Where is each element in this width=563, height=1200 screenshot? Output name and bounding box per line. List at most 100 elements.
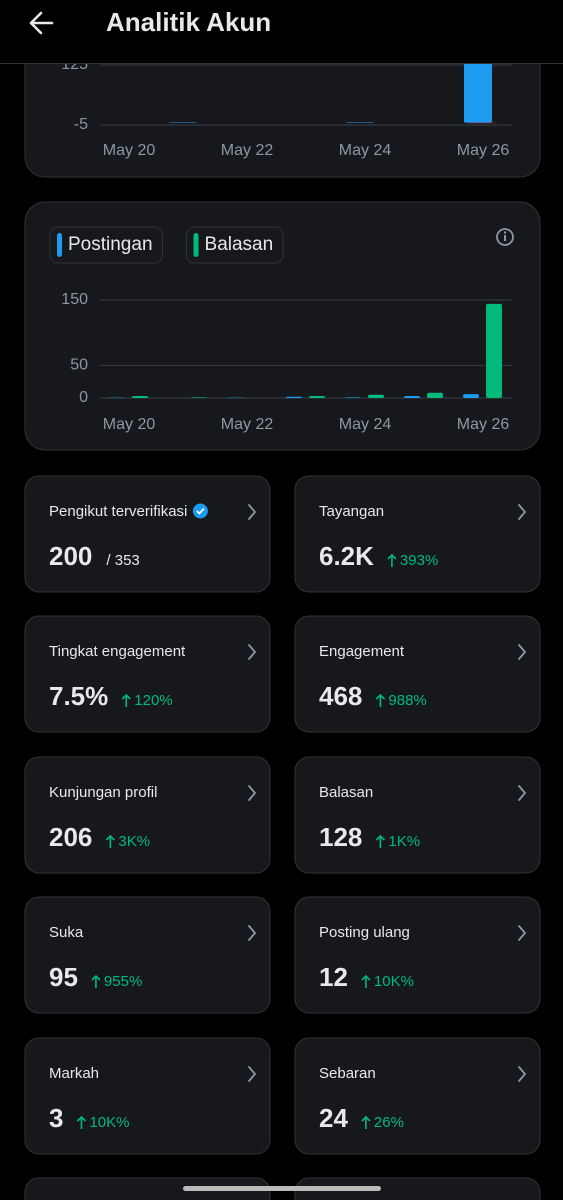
metric-card[interactable]: Tayangan 6.2K 393% [294,475,541,593]
card-label: Kunjungan profil [49,784,157,801]
metric-card[interactable]: Kunjungan profil 206 3K% [24,756,271,874]
back-button[interactable] [29,11,54,35]
card-value: 7.5% [49,681,108,711]
card-change: 393% [400,552,438,569]
info-icon-bar [504,235,506,241]
legend-label: Postingan [68,234,153,255]
bar [463,394,479,398]
x-tick-label: May 26 [457,416,510,433]
chevron [518,504,527,520]
y-tick-label: -5 [74,116,88,133]
metric-card[interactable]: Tingkat engagement 7.5% 120% [24,615,271,733]
x-tick-label: May 24 [339,142,392,159]
up-arrow [375,834,385,848]
card-value: 12 [319,962,348,992]
card-value: 468 [319,681,362,711]
header-bg [0,0,563,63]
up-arrow [361,1115,371,1129]
card-bg [24,1037,271,1155]
bar [427,392,443,398]
x-tick-label: May 26 [457,142,510,159]
chevron [518,785,527,801]
up-arrow [105,834,115,848]
card-bg [294,475,541,593]
card-value: 3 [49,1103,63,1133]
x-tick-label: May 24 [339,416,392,433]
x-tick-label: May 20 [103,416,156,433]
card-label: Posting ulang [319,924,410,941]
card-bg [294,896,541,1014]
chevron [248,925,257,941]
info-icon-dot [503,231,507,234]
card-change: 3K% [118,833,150,850]
metric-card[interactable]: Markah 3 10K% [24,1037,271,1155]
card-change: 120% [134,692,172,709]
info-icon[interactable] [496,228,514,246]
card-value: 95 [49,962,78,992]
page-title: Analitik Akun [106,7,271,37]
card-value: 128 [319,822,362,852]
metric-card[interactable]: Suka 95 955% [24,896,271,1014]
metric-card[interactable]: Sebaran 24 26% [294,1037,541,1155]
card-bg [294,615,541,733]
header: Analitik Akun [0,0,563,64]
metric-card[interactable]: Pengikut terverifikasi 200 / 353 [24,475,271,593]
card-label: Tingkat engagement [49,643,186,660]
card-bg [24,756,271,874]
card-change: 26% [374,1114,404,1131]
bar [191,397,207,398]
metric-card[interactable]: Balasan 128 1K% [294,756,541,874]
bar [404,396,420,398]
card-label: Sebaran [319,1065,376,1082]
legend-item[interactable]: Postingan [49,226,164,264]
card [294,1177,541,1200]
card-label: Markah [49,1065,99,1082]
chevron [518,644,527,660]
chevron [248,504,257,520]
metric-card[interactable]: Posting ulang 12 10K% [294,896,541,1014]
chevron [248,785,257,801]
card-change: 1K% [388,833,420,850]
card-change: 10K% [374,973,414,990]
y-tick-label: 150 [61,291,88,308]
card-total: / 353 [106,552,139,569]
up-arrow [91,974,101,988]
chevron [518,925,527,941]
verified-check [196,507,205,515]
card-value: 206 [49,822,92,852]
chevron [248,1066,257,1082]
card-value: 6.2K [319,541,374,571]
legend-label: Balasan [205,234,274,255]
card-bg [24,475,271,593]
card-label: Balasan [319,784,373,801]
card-label: Pengikut terverifikasi [49,503,187,520]
legend-box [49,226,164,264]
y-tick-label: 50 [70,357,88,374]
card-change: 10K% [89,1114,129,1131]
legend-swatch [57,233,62,257]
home-indicator [183,1186,381,1191]
up-arrow [375,693,385,707]
legend-item[interactable]: Balasan [186,226,284,264]
card-bg [24,615,271,733]
legend-swatch [193,233,199,257]
up-arrow [387,553,397,567]
up-arrow [361,974,371,988]
card-value: 24 [319,1103,348,1133]
bar [132,396,148,398]
chart-card [24,201,541,451]
metric-card[interactable]: Engagement 468 988% [294,615,541,733]
card-bg [294,756,541,874]
bar [309,396,325,398]
up-arrow [76,1115,87,1129]
up-arrow [121,693,131,707]
x-tick-label: May 22 [221,142,274,159]
chevron [518,1066,527,1082]
chevron [248,644,257,660]
x-tick-label: May 20 [103,142,156,159]
x-tick-label: May 22 [221,416,274,433]
card-bg [24,896,271,1014]
